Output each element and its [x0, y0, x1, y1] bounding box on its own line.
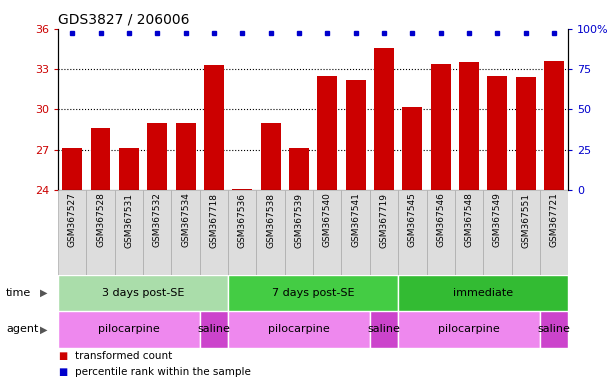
- Text: GSM367548: GSM367548: [464, 193, 474, 248]
- Text: GSM367546: GSM367546: [436, 193, 445, 248]
- Text: GSM367718: GSM367718: [210, 193, 219, 248]
- Bar: [204, 65, 224, 190]
- Text: GSM367541: GSM367541: [351, 193, 360, 248]
- Bar: [544, 61, 564, 190]
- Text: GSM367540: GSM367540: [323, 193, 332, 248]
- Bar: [90, 128, 111, 190]
- Text: GSM367539: GSM367539: [295, 193, 304, 248]
- Text: 7 days post-SE: 7 days post-SE: [272, 288, 354, 298]
- Bar: [455, 190, 483, 275]
- Text: GSM367532: GSM367532: [153, 193, 162, 248]
- Bar: [398, 275, 568, 311]
- Text: ▶: ▶: [40, 288, 47, 298]
- Bar: [398, 190, 426, 275]
- Bar: [459, 62, 479, 190]
- Bar: [200, 311, 228, 348]
- Text: GSM367549: GSM367549: [493, 193, 502, 248]
- Bar: [285, 190, 313, 275]
- Bar: [370, 190, 398, 275]
- Bar: [86, 190, 115, 275]
- Bar: [58, 311, 200, 348]
- Bar: [232, 189, 252, 190]
- Bar: [342, 190, 370, 275]
- Text: ■: ■: [58, 367, 67, 377]
- Bar: [398, 311, 540, 348]
- Bar: [261, 123, 280, 190]
- Bar: [257, 190, 285, 275]
- Bar: [228, 275, 398, 311]
- Bar: [488, 76, 507, 190]
- Bar: [346, 80, 365, 190]
- Text: ▶: ▶: [40, 324, 47, 334]
- Text: ■: ■: [58, 351, 67, 361]
- Bar: [426, 190, 455, 275]
- Text: time: time: [6, 288, 31, 298]
- Bar: [374, 48, 394, 190]
- Text: pilocarpine: pilocarpine: [98, 324, 160, 334]
- Bar: [228, 190, 257, 275]
- Text: GDS3827 / 206006: GDS3827 / 206006: [58, 13, 189, 27]
- Bar: [200, 190, 228, 275]
- Bar: [289, 148, 309, 190]
- Bar: [370, 311, 398, 348]
- Bar: [143, 190, 172, 275]
- Bar: [115, 190, 143, 275]
- Text: saline: saline: [368, 324, 400, 334]
- Text: GSM367538: GSM367538: [266, 193, 275, 248]
- Bar: [62, 148, 82, 190]
- Bar: [176, 123, 196, 190]
- Text: GSM367534: GSM367534: [181, 193, 190, 248]
- Text: transformed count: transformed count: [75, 351, 172, 361]
- Text: GSM367536: GSM367536: [238, 193, 247, 248]
- Text: pilocarpine: pilocarpine: [438, 324, 500, 334]
- Bar: [431, 64, 450, 190]
- Text: GSM367721: GSM367721: [549, 193, 558, 248]
- Text: GSM367528: GSM367528: [96, 193, 105, 248]
- Text: agent: agent: [6, 324, 38, 334]
- Bar: [58, 190, 86, 275]
- Bar: [172, 190, 200, 275]
- Text: percentile rank within the sample: percentile rank within the sample: [75, 367, 251, 377]
- Bar: [540, 190, 568, 275]
- Bar: [58, 275, 228, 311]
- Bar: [313, 190, 342, 275]
- Text: saline: saline: [538, 324, 571, 334]
- Bar: [483, 190, 511, 275]
- Bar: [228, 311, 370, 348]
- Text: GSM367527: GSM367527: [68, 193, 77, 248]
- Bar: [516, 77, 536, 190]
- Bar: [540, 311, 568, 348]
- Bar: [317, 76, 337, 190]
- Bar: [147, 123, 167, 190]
- Text: 3 days post-SE: 3 days post-SE: [102, 288, 185, 298]
- Text: GSM367719: GSM367719: [379, 193, 389, 248]
- Text: GSM367545: GSM367545: [408, 193, 417, 248]
- Text: pilocarpine: pilocarpine: [268, 324, 330, 334]
- Text: saline: saline: [197, 324, 230, 334]
- Text: GSM367551: GSM367551: [521, 193, 530, 248]
- Bar: [119, 148, 139, 190]
- Bar: [403, 107, 422, 190]
- Bar: [511, 190, 540, 275]
- Text: GSM367531: GSM367531: [125, 193, 133, 248]
- Text: immediate: immediate: [453, 288, 513, 298]
